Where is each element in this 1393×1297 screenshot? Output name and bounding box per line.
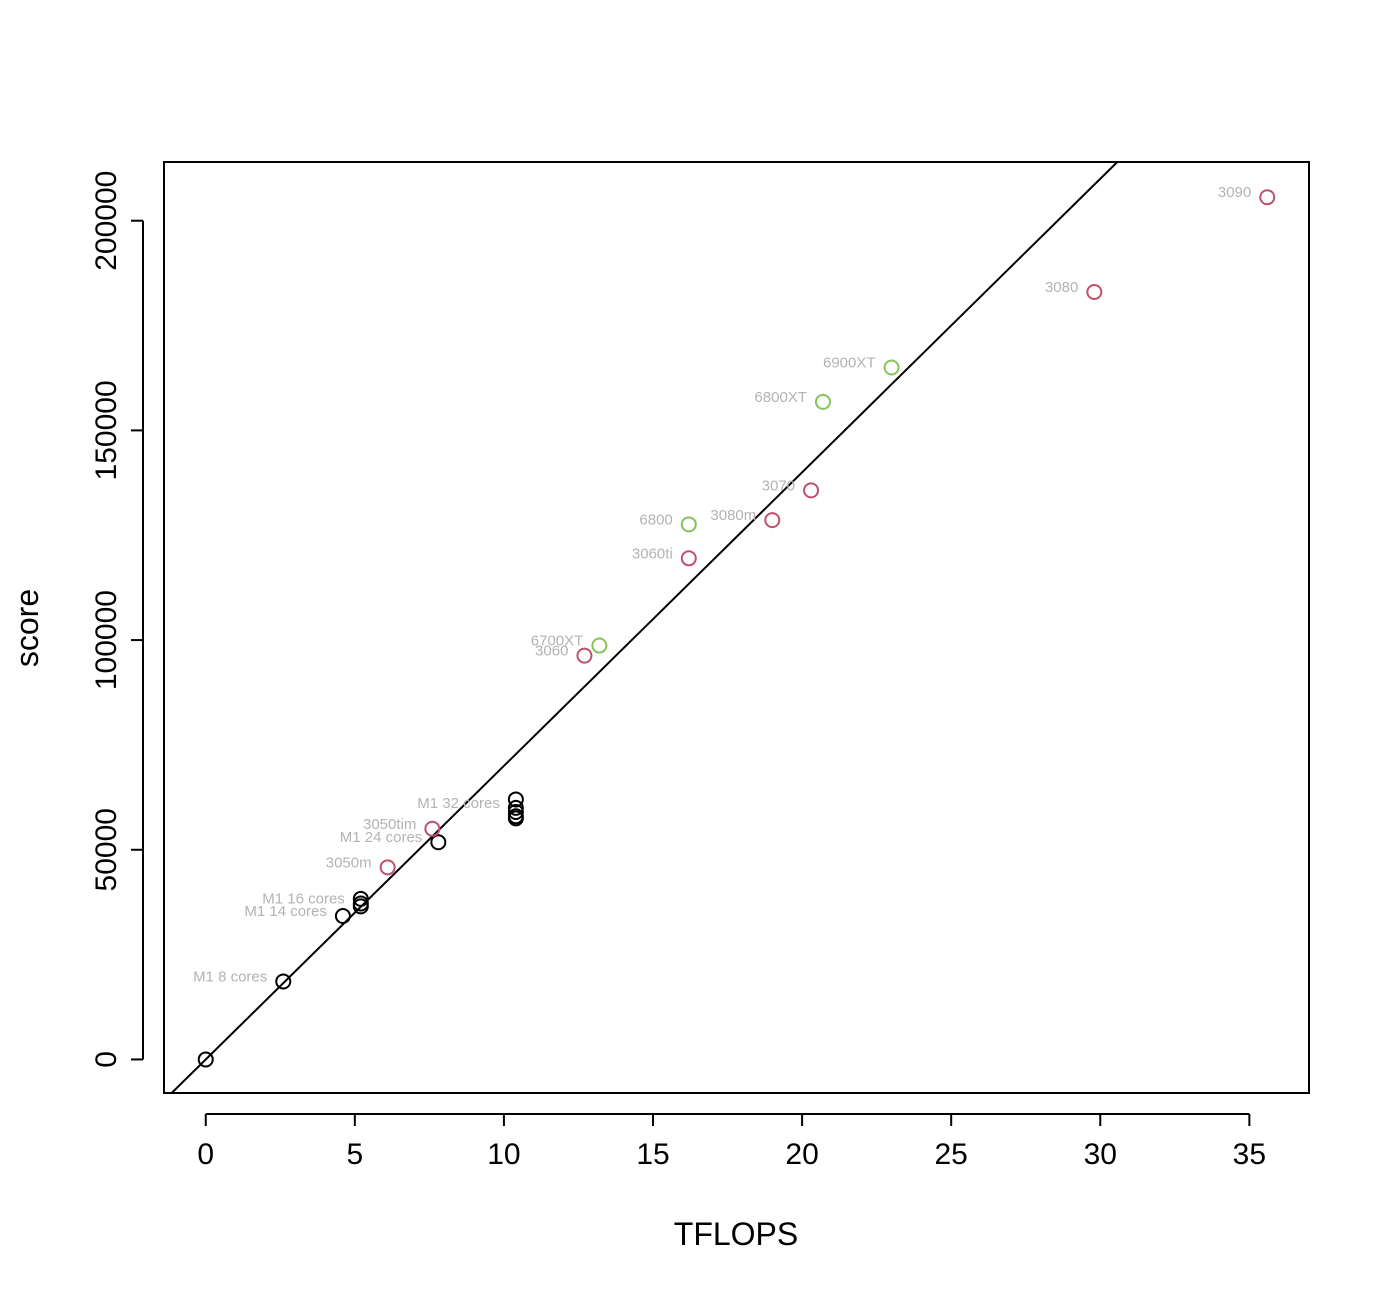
data-point — [814, 393, 831, 410]
data-point — [591, 637, 608, 654]
point-label: 6900XT — [823, 354, 876, 371]
data-point — [1086, 284, 1103, 301]
data-point — [680, 516, 697, 533]
x-axis-label: TFLOPS — [674, 1216, 798, 1252]
fit-line — [170, 161, 1119, 1094]
y-tick-label: 150000 — [90, 380, 123, 480]
data-point — [430, 834, 447, 851]
plot-frame — [163, 161, 1310, 1094]
fit-line-layer — [170, 161, 1119, 1094]
data-point — [576, 647, 593, 664]
x-tick-label: 5 — [346, 1138, 363, 1171]
x-tick-label: 15 — [636, 1138, 669, 1171]
x-tick-label: 35 — [1233, 1138, 1266, 1171]
data-point — [334, 908, 351, 925]
data-point — [764, 512, 781, 529]
point-label: M1 16 cores — [262, 890, 345, 907]
point-label: 6700XT — [531, 633, 584, 650]
y-tick-label: 200000 — [90, 171, 123, 271]
point-label: M1 8 cores — [193, 968, 267, 985]
point-label: 3080m — [710, 507, 756, 524]
point-label: 3070 — [762, 477, 795, 494]
axes-layer: 0 5 10 15 20 25 30 35 0 50000 100000 150000 200000 — [90, 171, 1266, 1171]
data-point — [507, 810, 524, 827]
x-tick-label: 20 — [785, 1138, 818, 1171]
points-layer — [197, 189, 1276, 1068]
point-label: 6800 — [639, 511, 672, 528]
y-tick-label: 0 — [90, 1051, 123, 1068]
y-tick-label: 50000 — [90, 808, 123, 891]
point-label: 3080 — [1045, 279, 1078, 296]
point-label: 3050m — [326, 854, 372, 871]
data-point — [1259, 189, 1276, 206]
data-point — [507, 791, 524, 808]
data-point — [352, 898, 369, 915]
point-label: 3090 — [1218, 184, 1251, 201]
point-label: 6800XT — [754, 389, 807, 406]
point-label: 3050tim — [363, 816, 416, 833]
data-point — [883, 359, 900, 376]
data-point — [680, 550, 697, 567]
point-label: 3060ti — [632, 545, 673, 562]
x-tick-label: 25 — [935, 1138, 968, 1171]
y-tick-label: 100000 — [90, 590, 123, 690]
x-tick-label: 10 — [487, 1138, 520, 1171]
x-tick-label: 0 — [197, 1138, 214, 1171]
data-point — [507, 804, 524, 821]
data-point — [803, 482, 820, 499]
data-point — [379, 859, 396, 876]
data-point — [352, 890, 369, 907]
y-axis-label: score — [9, 589, 45, 667]
data-point — [507, 799, 524, 816]
data-point — [424, 820, 441, 837]
point-label: M1 32 cores — [417, 795, 500, 812]
x-tick-label: 30 — [1084, 1138, 1117, 1171]
point-label: M1 14 cores — [244, 903, 327, 920]
data-point — [197, 1051, 214, 1068]
data-point — [275, 973, 292, 990]
point-label: M1 24 cores — [340, 829, 423, 846]
point-label: 3060 — [535, 643, 568, 660]
